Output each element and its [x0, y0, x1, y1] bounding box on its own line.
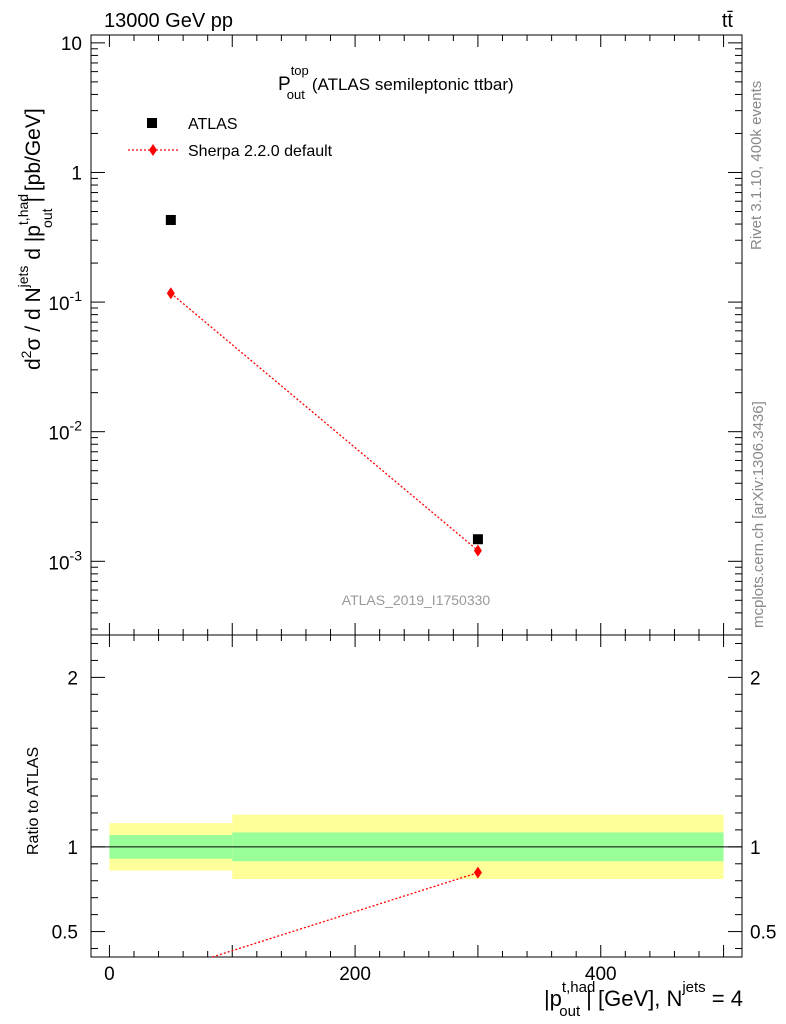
y-tick-label-main: 10-2: [48, 418, 82, 445]
rivet-label: Rivet 3.1.10, 400k events: [748, 81, 765, 250]
x-tick-label: 400: [585, 964, 617, 985]
y-tick-label-main: 10: [61, 34, 82, 55]
y-axis-label-main: d2σ / d Njets d |pt,had out| [pb/GeV]: [15, 108, 55, 370]
legend-sherpa-label: Sherpa 2.2.0 default: [188, 143, 333, 160]
legend-atlas-marker: [147, 118, 157, 128]
x-axis-label: |pt,had out| [GeV], Njets = 4: [544, 979, 743, 1020]
ratio-data-marks: [212, 866, 482, 958]
axis-ticks: [91, 35, 742, 957]
sherpa-line-ratio: [212, 871, 479, 958]
y-tick-label-main: 10-3: [48, 547, 82, 574]
y-tick-label-main: 10-1: [48, 288, 82, 315]
legend-atlas-label: ATLAS: [188, 116, 238, 133]
energy-label: 13000 GeV pp: [104, 10, 233, 32]
mcplots-label: mcplots.cern.ch [arXiv:1306.3436]: [750, 401, 767, 628]
ratio-plot-frame: [90, 634, 743, 958]
y-tick-label-main: 1: [71, 163, 82, 184]
analysis-watermark: ATLAS_2019_I1750330: [342, 592, 491, 608]
y-tick-label-ratio-left: 1: [67, 838, 78, 859]
legend-sherpa-marker: [149, 144, 157, 156]
y-tick-label-ratio-right: 1: [750, 838, 761, 859]
x-tick-label: 0: [104, 964, 115, 985]
sherpa-point: [473, 544, 482, 557]
plot-title: Ptop out(ATLAS semileptonic ttbar): [278, 63, 514, 102]
y-axis-label-ratio: Ratio to ATLAS: [25, 747, 42, 855]
tick-labels: 0 200 400 10 1 10-1 10-2 10-3 2 2 1 1 0.5 0.5: [48, 34, 776, 985]
y-tick-label-ratio-left: 2: [67, 668, 78, 689]
y-tick-label-ratio-right: 0.5: [750, 923, 776, 944]
sherpa-line-main: [170, 292, 479, 552]
y-tick-label-ratio-left: 0.5: [52, 923, 78, 944]
sherpa-point-ratio: [473, 866, 482, 879]
main-data-marks: [165, 214, 483, 557]
atlas-point: [472, 534, 483, 545]
sherpa-point: [166, 287, 175, 300]
atlas-point: [165, 214, 176, 225]
x-tick-label: 200: [339, 964, 371, 985]
process-label: tt̄: [722, 10, 734, 32]
y-tick-label-ratio-right: 2: [750, 668, 761, 689]
